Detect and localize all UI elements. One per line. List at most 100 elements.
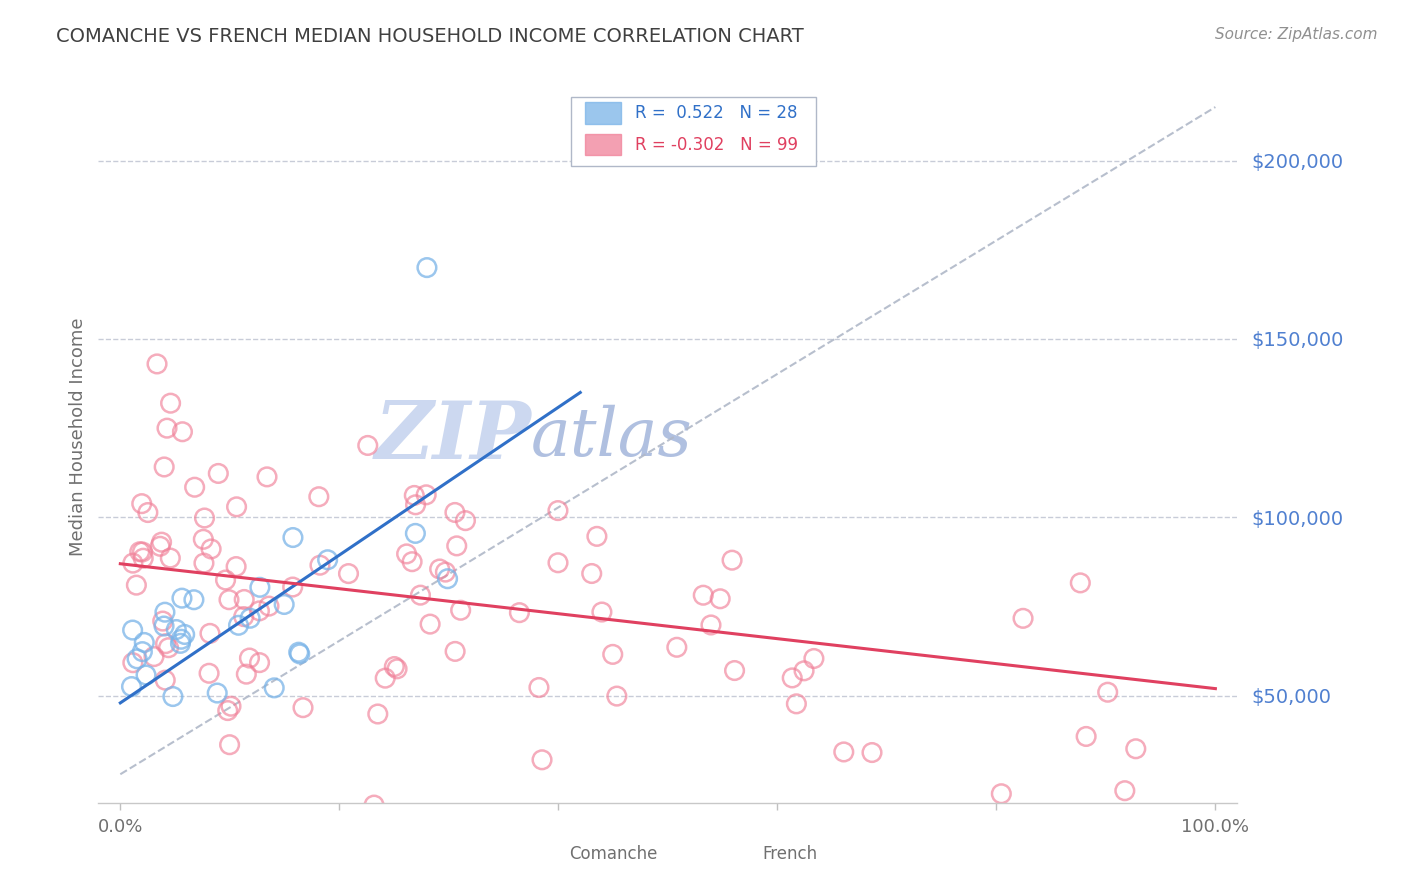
Point	[233, 592, 256, 607]
Point	[172, 425, 194, 439]
Point	[723, 664, 745, 678]
Point	[149, 539, 172, 553]
Point	[591, 605, 613, 619]
Point	[153, 619, 176, 633]
Point	[1069, 575, 1091, 590]
Point	[665, 640, 688, 655]
Point	[337, 566, 360, 581]
Point	[153, 460, 176, 475]
Point	[531, 753, 554, 767]
Point	[367, 706, 389, 721]
FancyBboxPatch shape	[531, 839, 560, 869]
Point	[162, 690, 184, 704]
Point	[198, 626, 221, 640]
Point	[450, 603, 472, 617]
Point	[436, 572, 458, 586]
Point	[232, 609, 254, 624]
Point	[249, 580, 271, 594]
Point	[700, 618, 723, 632]
Point	[136, 506, 159, 520]
Point	[135, 668, 157, 682]
Point	[193, 533, 215, 547]
Point	[1125, 741, 1147, 756]
Point	[287, 645, 309, 659]
Point	[602, 648, 624, 662]
Text: ZIP: ZIP	[374, 399, 531, 475]
Point	[165, 623, 187, 637]
FancyBboxPatch shape	[725, 839, 754, 869]
FancyBboxPatch shape	[571, 97, 815, 167]
Point	[374, 671, 396, 685]
Text: Source: ZipAtlas.com: Source: ZipAtlas.com	[1215, 27, 1378, 42]
Point	[249, 656, 271, 670]
Point	[217, 704, 239, 718]
Point	[146, 357, 169, 371]
Point	[606, 689, 628, 703]
Text: R =  0.522   N = 28: R = 0.522 N = 28	[636, 104, 797, 122]
Point	[1076, 730, 1098, 744]
Point	[257, 599, 280, 614]
Point	[170, 632, 193, 647]
Point	[256, 470, 278, 484]
Point	[860, 746, 883, 760]
Point	[581, 566, 603, 581]
Point	[131, 545, 153, 559]
Point	[288, 647, 311, 661]
Point	[205, 686, 228, 700]
Point	[357, 438, 380, 452]
Point	[405, 498, 427, 512]
Text: French: French	[762, 845, 817, 863]
Point	[547, 556, 569, 570]
Point	[419, 617, 441, 632]
Point	[1114, 783, 1136, 797]
Point	[832, 745, 855, 759]
Point	[170, 591, 193, 606]
Point	[198, 666, 221, 681]
Point	[225, 500, 247, 514]
Point	[404, 526, 426, 541]
Point	[155, 637, 177, 651]
Point	[793, 664, 815, 678]
Point	[309, 558, 332, 573]
Text: R = -0.302   N = 99: R = -0.302 N = 99	[636, 136, 797, 153]
Point	[128, 545, 150, 559]
Point	[218, 738, 240, 752]
Point	[385, 662, 408, 676]
Point	[273, 598, 295, 612]
Point	[157, 640, 180, 655]
Point	[527, 681, 550, 695]
Point	[395, 547, 418, 561]
Point	[416, 260, 439, 275]
Point	[363, 798, 385, 813]
FancyBboxPatch shape	[585, 102, 621, 124]
Point	[444, 506, 467, 520]
Point	[785, 697, 807, 711]
Point	[132, 551, 155, 566]
Point	[159, 396, 181, 410]
Point	[1012, 611, 1035, 625]
Point	[131, 497, 153, 511]
Point	[143, 649, 166, 664]
Point	[1097, 685, 1119, 699]
Point	[193, 556, 215, 570]
Point	[382, 659, 405, 673]
Point	[586, 529, 609, 543]
Point	[316, 553, 339, 567]
Text: atlas: atlas	[531, 404, 693, 470]
Point	[200, 541, 222, 556]
Point	[183, 480, 205, 494]
Point	[281, 531, 304, 545]
Point	[803, 651, 825, 665]
Point	[155, 673, 177, 687]
Point	[156, 421, 179, 435]
Point	[415, 488, 437, 502]
Point	[214, 573, 236, 587]
Point	[404, 488, 426, 502]
Point	[444, 644, 467, 658]
Point	[150, 535, 173, 549]
Point	[409, 588, 432, 602]
Point	[228, 618, 250, 632]
Y-axis label: Median Household Income: Median Household Income	[69, 318, 87, 557]
Point	[238, 651, 260, 665]
Point	[508, 606, 530, 620]
